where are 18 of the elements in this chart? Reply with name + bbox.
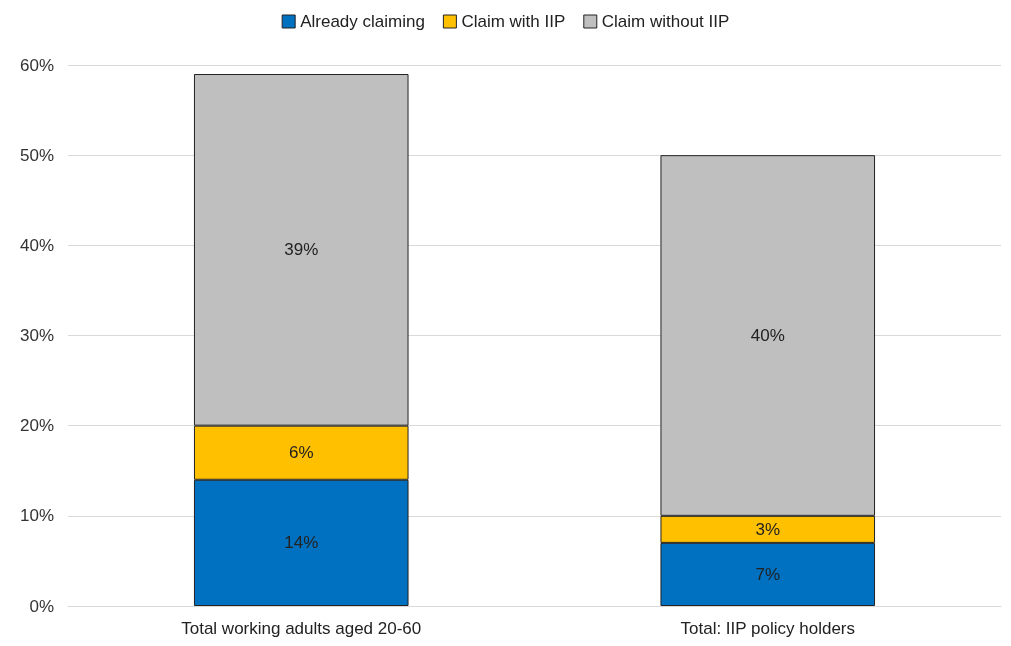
y-tick-label: 40%: [19, 235, 54, 255]
data-label: 3%: [755, 519, 781, 539]
legend-label: Already claiming: [300, 12, 425, 31]
y-tick-label: 0%: [29, 596, 54, 616]
legend-label: Claim without IIP: [601, 12, 730, 31]
legend-label: Claim with IIP: [461, 12, 566, 31]
y-tick-label: 20%: [19, 416, 54, 436]
y-tick-label: 60%: [19, 55, 54, 75]
x-tick-label: Total: IIP policy holders: [680, 619, 855, 638]
data-label: 40%: [750, 326, 785, 345]
y-tick-label: 30%: [19, 326, 54, 345]
data-label: 6%: [288, 443, 314, 463]
data-label: 7%: [755, 564, 781, 584]
y-tick-label: 50%: [19, 145, 54, 165]
data-label: 39%: [284, 240, 319, 260]
x-tick-label: Total working adults aged 20-60: [181, 619, 422, 638]
data-label: 14%: [284, 533, 319, 553]
y-tick-label: 10%: [19, 506, 54, 526]
